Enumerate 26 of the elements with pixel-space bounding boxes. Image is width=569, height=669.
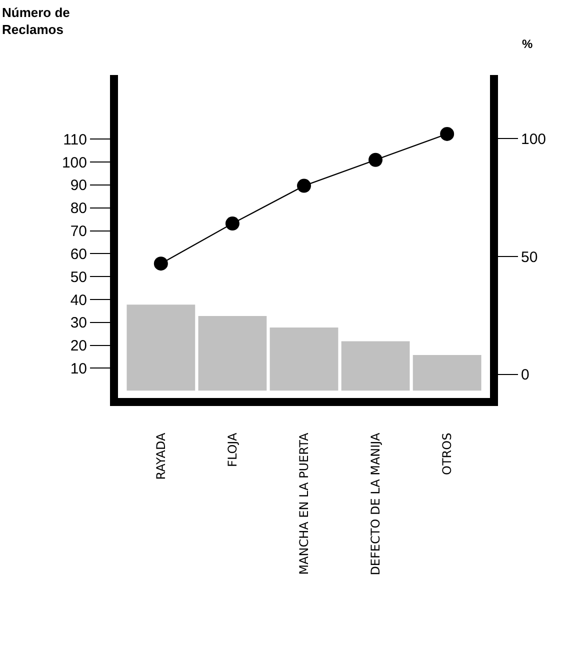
x-tick-label: OTROS [440,432,454,475]
point [154,256,168,271]
y-axis-title: Número de Reclamos [2,5,70,37]
y-tick-label: 50 [70,268,87,286]
y-tick-label: 110 [63,131,87,148]
x-tick-label: MANCHA EN LA PUERTA [296,432,311,575]
y-tick-label: 70 [70,223,87,240]
x-tick-label: RAYADA [154,432,168,480]
y-tick-label: 40 [70,292,87,309]
x-tick-label: DEFECTO DE LA MANIJA [368,432,382,576]
y-tick-label: 90 [70,177,87,194]
y-tick-label: 10 [70,360,87,378]
x-tick-label: FLOJA [225,432,240,467]
y2-axis-title: % [522,37,533,51]
y-tick-label: 20 [70,338,87,355]
y-tick-label: 30 [70,314,87,332]
point [368,152,383,167]
y-tick-label: 100 [62,154,87,172]
point [440,126,454,141]
point [297,178,311,193]
y2-tick-label: 100 [521,130,546,148]
y2-tick-label: 50 [521,248,538,266]
y-tick-label: 80 [70,200,87,218]
y2-tick-label: 0 [521,366,530,384]
point [225,216,240,231]
y-tick-label: 60 [70,246,87,263]
